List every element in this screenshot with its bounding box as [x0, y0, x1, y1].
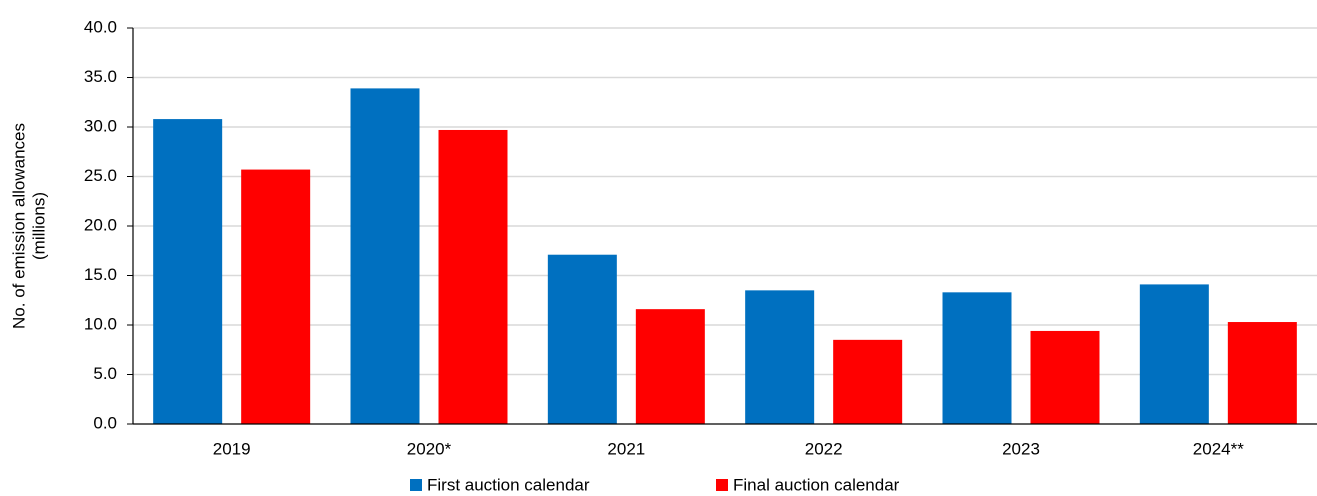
y-tick-label: 40.0: [84, 17, 117, 36]
bar: [438, 129, 508, 424]
y-tick-label: 10.0: [84, 314, 117, 333]
bar: [350, 88, 420, 424]
bar: [833, 339, 903, 424]
x-tick-label: 2019: [213, 439, 251, 458]
x-tick-label: 2021: [607, 439, 645, 458]
bar: [1227, 322, 1297, 424]
x-tick-label: 2024**: [1193, 439, 1244, 458]
bar: [1030, 330, 1100, 424]
legend-swatch: [410, 479, 422, 491]
x-tick-label: 2023: [1002, 439, 1040, 458]
legend-swatch: [716, 479, 728, 491]
y-tick-label: 0.0: [93, 413, 117, 432]
y-tick-label: 5.0: [93, 364, 117, 383]
y-axis-label: (millions): [29, 192, 48, 260]
bar: [241, 169, 311, 424]
y-tick-label: 15.0: [84, 265, 117, 284]
x-tick-label: 2022: [805, 439, 843, 458]
legend-label: First auction calendar: [427, 475, 590, 494]
bar: [1139, 284, 1209, 424]
bar: [153, 119, 223, 424]
bar: [745, 290, 815, 424]
y-tick-label: 30.0: [84, 116, 117, 135]
bar: [942, 292, 1012, 424]
bar: [547, 254, 617, 424]
y-axis-label: No. of emission allowances: [9, 123, 28, 329]
y-tick-label: 25.0: [84, 166, 117, 185]
legend-label: Final auction calendar: [733, 475, 900, 494]
x-tick-label: 2020*: [407, 439, 452, 458]
y-tick-label: 35.0: [84, 67, 117, 86]
bar: [635, 309, 705, 424]
y-tick-label: 20.0: [84, 215, 117, 234]
